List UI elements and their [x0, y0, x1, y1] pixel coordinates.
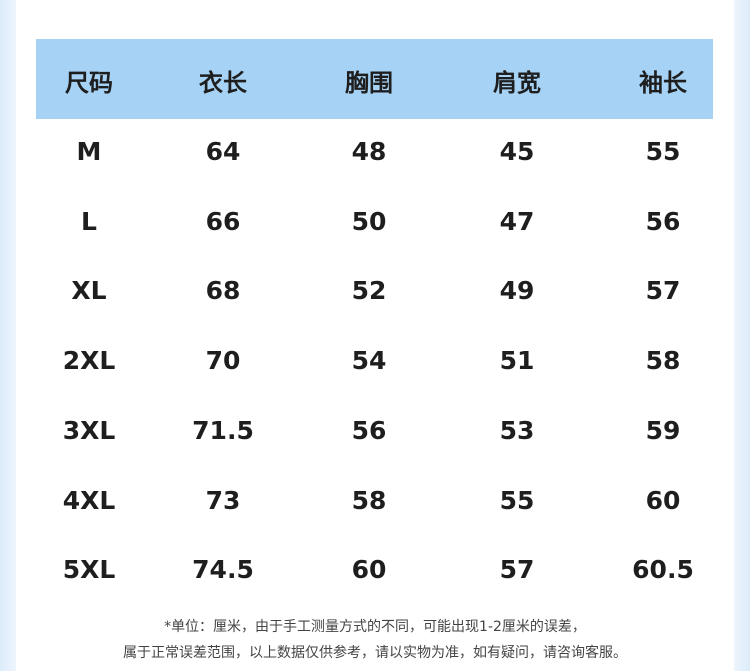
cell-sleeve: 56 — [645, 206, 681, 236]
cell-shoulder: 53 — [499, 415, 535, 445]
cell-shoulder: 45 — [499, 137, 535, 166]
table-row: L 66 50 47 56 — [0, 207, 750, 247]
cell-length: 73 — [205, 485, 241, 515]
table-row: 5XL 74.5 60 57 60.5 — [0, 555, 750, 595]
footer-note-line1: *单位：厘米，由于手工测量方式的不同，可能出现1-2厘米的误差， — [164, 619, 586, 635]
cell-sleeve: 55 — [645, 137, 681, 166]
cell-size: 5XL — [62, 555, 116, 585]
cell-sleeve: 59 — [645, 415, 681, 445]
cell-length: 74.5 — [192, 555, 254, 585]
cell-chest: 48 — [351, 137, 387, 166]
cell-sleeve: 58 — [645, 346, 681, 376]
table-row: 3XL 71.5 56 53 59 — [0, 416, 750, 456]
cell-shoulder: 55 — [499, 485, 535, 515]
header-length: 衣长 — [199, 69, 247, 97]
footer-note-line2: 属于正常误差范围，以上数据仅供参考，请以实物为准，如有疑问，请咨询客服。 — [123, 645, 627, 661]
table-row: 4XL 73 58 55 60 — [0, 486, 750, 526]
table-row: 2XL 70 54 51 58 — [0, 346, 750, 386]
cell-sleeve: 57 — [645, 276, 681, 306]
cell-sleeve: 60.5 — [632, 555, 694, 585]
cell-chest: 50 — [351, 206, 387, 236]
cell-length: 70 — [205, 346, 241, 376]
table-header: 尺码 衣长 胸围 肩宽 袖长 — [36, 39, 713, 119]
cell-length: 68 — [205, 276, 241, 306]
cell-size: 4XL — [62, 485, 116, 515]
header-sleeve: 袖长 — [639, 69, 687, 97]
right-border — [734, 0, 750, 671]
cell-size: XL — [71, 276, 107, 306]
header-shoulder: 肩宽 — [493, 69, 541, 97]
table-row: M 64 48 45 55 — [0, 137, 750, 177]
cell-shoulder: 49 — [499, 276, 535, 306]
cell-shoulder: 47 — [499, 206, 535, 236]
cell-size: 3XL — [62, 415, 116, 445]
header-chest: 胸围 — [345, 69, 393, 97]
cell-sleeve: 60 — [645, 485, 681, 515]
cell-chest: 56 — [351, 415, 387, 445]
cell-size: L — [81, 206, 97, 236]
cell-chest: 58 — [351, 485, 387, 515]
cell-length: 64 — [205, 137, 241, 166]
cell-shoulder: 51 — [499, 346, 535, 376]
cell-size: 2XL — [62, 346, 116, 376]
header-size: 尺码 — [65, 69, 113, 97]
cell-chest: 52 — [351, 276, 387, 306]
cell-size: M — [76, 137, 102, 166]
cell-chest: 60 — [351, 555, 387, 585]
left-border — [0, 0, 16, 671]
table-row: XL 68 52 49 57 — [0, 276, 750, 316]
cell-length: 66 — [205, 206, 241, 236]
cell-length: 71.5 — [192, 415, 254, 445]
cell-shoulder: 57 — [499, 555, 535, 585]
cell-chest: 54 — [351, 346, 387, 376]
